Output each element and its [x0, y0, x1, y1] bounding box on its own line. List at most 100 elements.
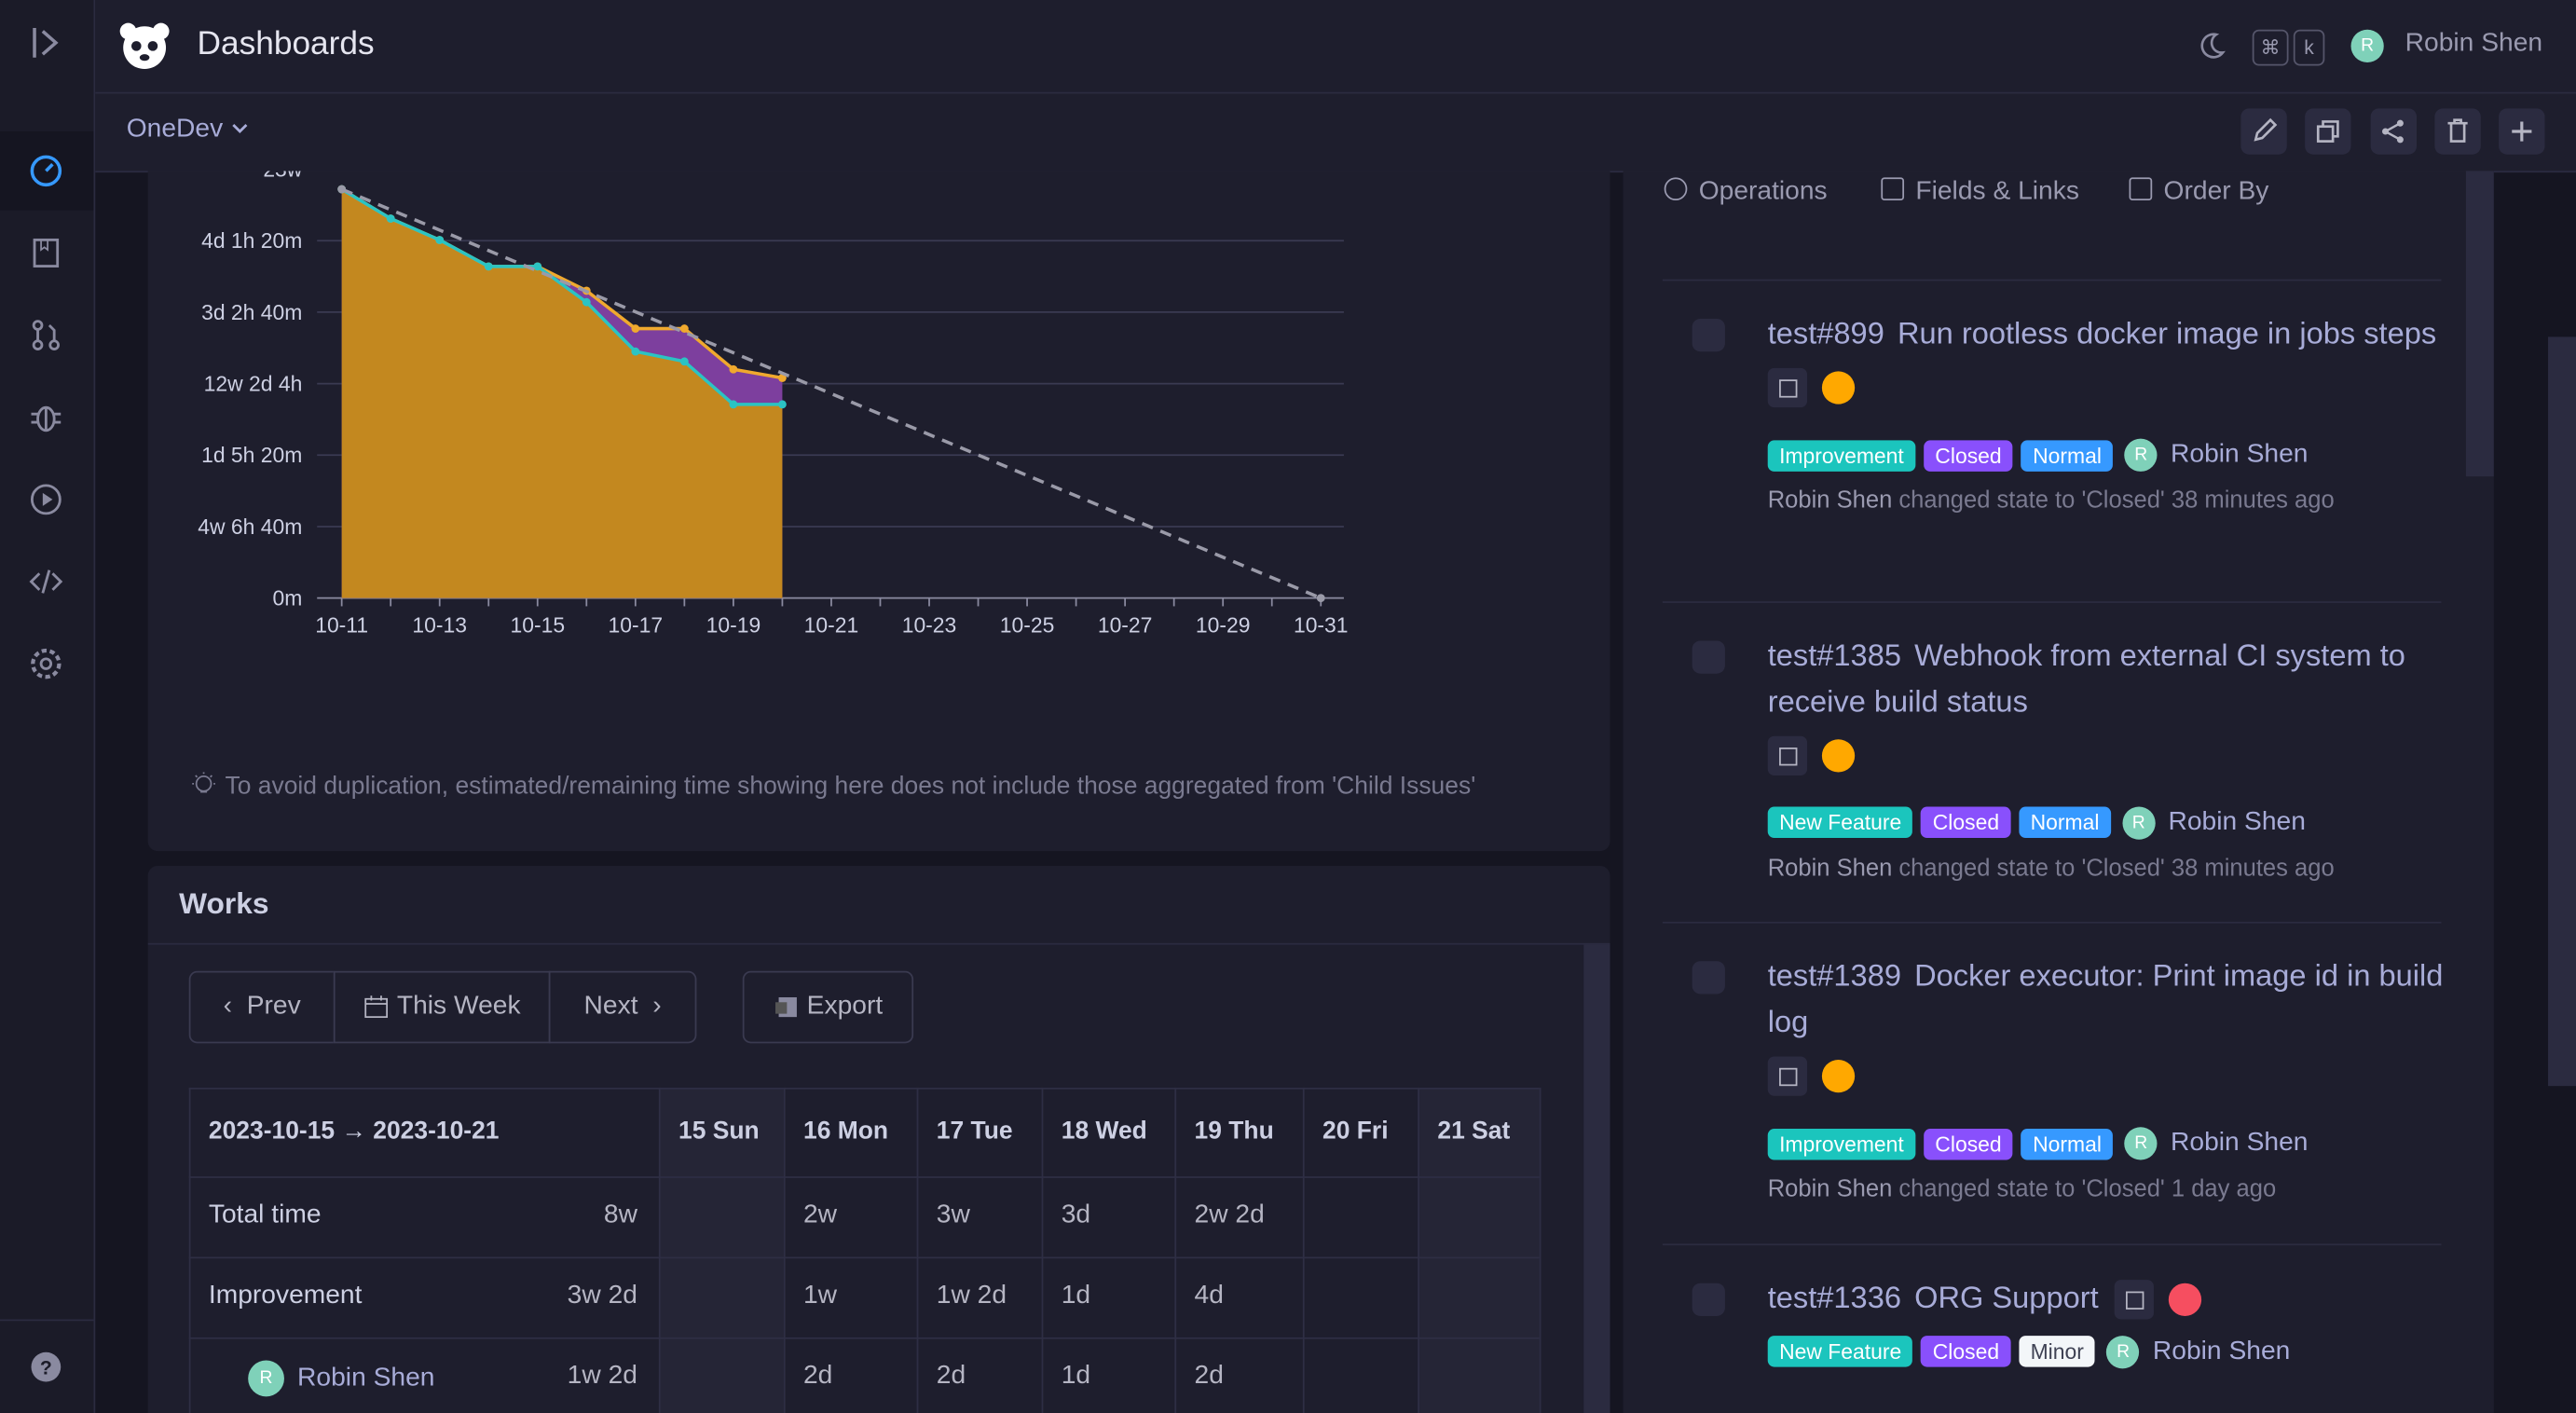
dashboard-name: OneDev [126, 115, 224, 144]
works-table: 2023-10-15 → 2023-10-21 15 Sun 16 Mon 17 Tu… [188, 1087, 1541, 1413]
copy-icon[interactable] [1767, 367, 1808, 408]
builds-icon[interactable] [28, 481, 64, 517]
separator [1662, 279, 2442, 281]
label-badge: Closed [1921, 806, 2011, 839]
button-label: This Week [396, 992, 521, 1021]
avatar: R [2124, 438, 2158, 472]
theme-toggle[interactable] [2197, 31, 2227, 61]
issues-icon[interactable] [28, 399, 64, 435]
issue-fields: Improvement Closed Normal R Robin Shen [1767, 1127, 2451, 1160]
point [729, 364, 738, 374]
issue-title-line[interactable]: test#1336 ORG Support [1768, 1274, 2451, 1320]
cell-value: 3d [1061, 1200, 1091, 1229]
kbd-key: ⌘ [2252, 29, 2289, 66]
pulls-icon[interactable] [28, 317, 64, 353]
collapse-icon[interactable] [28, 24, 64, 61]
y-tick-label: 1d 5h 20m [201, 443, 302, 467]
row-total: 1w 2d [567, 1362, 637, 1391]
point [386, 214, 395, 223]
export-button[interactable]: Export [742, 970, 914, 1044]
x-tick-label: 10-17 [609, 613, 664, 638]
cell-value: 2d [936, 1362, 966, 1391]
y-tick-label: 0m [273, 586, 303, 610]
issue-title: Webhook from external CI system to recei… [1767, 637, 2405, 718]
row-border [188, 1256, 1540, 1259]
help-icon[interactable]: ? [28, 1349, 64, 1385]
label-badge: Improvement [1767, 439, 1916, 472]
next-button[interactable]: Next › [548, 970, 697, 1044]
point [582, 297, 591, 307]
x-tick-label: 10-23 [902, 613, 957, 638]
dashboard-icon[interactable] [28, 153, 64, 189]
issue-title-line[interactable]: test#899 Run rootless docker image in job… [1768, 310, 2451, 356]
copy-icon[interactable] [1767, 734, 1808, 775]
tab[interactable]: Order By [2129, 177, 2268, 207]
assignee[interactable]: Robin Shen [2171, 440, 2309, 469]
cell-border [783, 1087, 786, 1413]
edit-button[interactable] [2240, 108, 2287, 155]
x-tick-label: 10-19 [706, 613, 761, 638]
caret [232, 123, 248, 134]
cell-border [1174, 1087, 1177, 1413]
row-border [188, 1337, 1540, 1339]
point [533, 262, 542, 271]
y-tick-label: 12w 2d 4h [204, 372, 303, 396]
projects-icon[interactable] [28, 235, 64, 271]
issue: test#1385 Webhook from external CI system… [1767, 632, 2451, 882]
assignee[interactable]: Robin Shen [2152, 1337, 2291, 1365]
cell-border [188, 1087, 191, 1413]
copy-icon[interactable] [2115, 1279, 2155, 1319]
avatar: R [2122, 805, 2156, 839]
code-icon[interactable] [28, 564, 64, 600]
column-header: 20 Fri [1322, 1117, 1389, 1145]
column-header: 19 Thu [1194, 1117, 1274, 1145]
state-icon [2169, 1283, 2202, 1316]
copy-icon[interactable] [1767, 1056, 1808, 1096]
prev-button[interactable]: ‹ Prev [188, 970, 336, 1044]
sidebar: ? [0, 0, 96, 1413]
logo[interactable] [116, 18, 172, 74]
issue-title-line[interactable]: test#1385 Webhook from external CI system… [1768, 632, 2451, 724]
issue-title: Run rootless docker image in jobs steps [1897, 315, 2437, 350]
issue-number: test#899 [1767, 315, 1884, 350]
tab-icon [2129, 177, 2153, 201]
divider [147, 942, 1610, 945]
issue: test#899 Run rootless docker image in job… [1767, 310, 2451, 514]
user-name[interactable]: Robin Shen [2405, 29, 2543, 58]
cell-value: 1w 2d [936, 1281, 1007, 1310]
x-tick-label: 10-11 [315, 613, 368, 638]
weekend-column [1418, 1087, 1540, 1413]
checkbox[interactable] [1692, 1282, 1725, 1316]
tab[interactable]: Fields & Links [1881, 177, 2079, 207]
delete-button[interactable] [2434, 108, 2481, 155]
assignee[interactable]: Robin Shen [2171, 1129, 2309, 1157]
burndown-chart: 0m 4w 6h 40m 1d 5h 20m 12w 2d 4h 3d 2h 40m 4d… [198, 171, 1348, 638]
dashboard-selector[interactable]: OneDev [127, 115, 250, 144]
assignee[interactable]: Robin Shen [2168, 807, 2306, 836]
cell-border [658, 1087, 661, 1413]
label-badge: Closed [1923, 439, 2013, 472]
row-total: 8w [603, 1200, 637, 1229]
checkbox[interactable] [1692, 318, 1725, 352]
add-button[interactable] [2499, 108, 2545, 155]
chart-note: To avoid duplication, estimated/remainin… [225, 772, 1476, 801]
tab-icon [1664, 177, 1688, 201]
cell-border [1418, 1087, 1420, 1413]
label-badge: Normal [2019, 806, 2111, 839]
issue-fields: New Feature Closed Normal R Robin Shen [1767, 805, 2451, 839]
row-label: Total time [208, 1200, 322, 1229]
settings-icon[interactable] [28, 646, 64, 682]
user-name[interactable]: Robin Shen [297, 1364, 435, 1392]
checkbox[interactable] [1692, 961, 1725, 995]
issue-fields: New Feature Closed Minor R Robin Shen [1767, 1335, 2451, 1368]
activity: Robin Shen changed state to 'Closed' 38 m… [1768, 856, 2451, 882]
share-button[interactable] [2370, 108, 2418, 155]
issue-title-line[interactable]: test#1389 Docker executor: Print image id… [1768, 953, 2451, 1045]
copy-button[interactable] [2305, 108, 2351, 155]
checkbox[interactable] [1692, 639, 1725, 673]
point [337, 185, 347, 194]
column-header: 2023-10-15 → 2023-10-21 [208, 1117, 500, 1145]
tab[interactable]: Operations [1664, 177, 1828, 207]
this-week-button[interactable]: This Week [333, 970, 551, 1044]
cell-value: 2w [802, 1200, 838, 1229]
